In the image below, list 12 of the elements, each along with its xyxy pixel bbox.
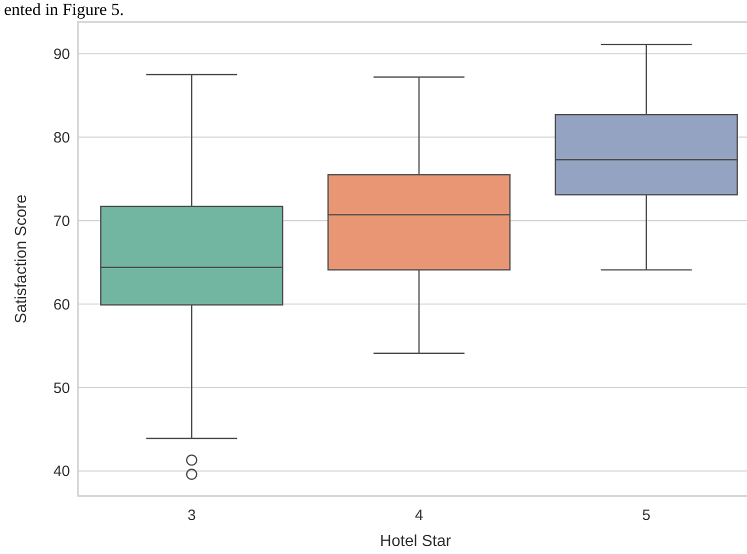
x-axis-title: Hotel Star (380, 533, 452, 550)
y-axis-title: Satisfaction Score (13, 194, 30, 324)
x-tick-label: 4 (414, 507, 424, 524)
text: ented in Figure 5. (4, 0, 124, 19)
x-tick-label: 5 (642, 507, 651, 524)
y-tick-label: 80 (53, 129, 70, 146)
y-tick-label: 50 (53, 380, 70, 397)
y-tick-label: 70 (53, 212, 70, 230)
y-tick-label: 40 (53, 463, 70, 480)
y-tick-label: 60 (53, 296, 70, 314)
y-tick-label: 90 (53, 46, 70, 63)
x-tick-label: 3 (187, 507, 196, 524)
